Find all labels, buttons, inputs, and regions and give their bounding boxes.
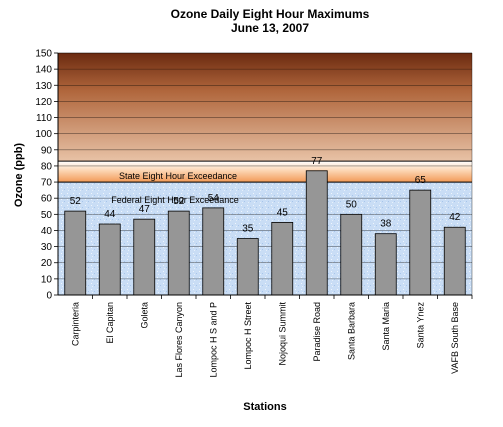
data-label: 44 <box>104 209 116 220</box>
chart-subtitle: June 13, 2007 <box>231 21 309 35</box>
bar <box>202 207 225 296</box>
federal-exceedance-label: Federal Eight Hour Exceedance <box>111 195 239 205</box>
y-tick-label: 40 <box>41 226 53 237</box>
data-label: 42 <box>449 212 461 223</box>
bar <box>374 233 397 296</box>
bar <box>271 221 294 296</box>
y-tick-label: 140 <box>35 65 52 76</box>
data-label: 45 <box>277 207 289 218</box>
bar <box>64 210 87 296</box>
y-tick-label: 130 <box>35 81 52 92</box>
data-label: 77 <box>311 156 323 167</box>
data-label: 52 <box>70 196 82 207</box>
category-label: Las Flores Canyon <box>174 302 184 378</box>
data-label: 52 <box>173 196 185 207</box>
y-tick-label: 20 <box>41 258 53 269</box>
bar <box>236 238 259 296</box>
data-label: 50 <box>346 199 358 210</box>
x-axis-label: Stations <box>243 401 286 413</box>
bar <box>443 226 466 296</box>
data-label: 47 <box>139 204 151 215</box>
data-label: 65 <box>415 175 427 186</box>
y-tick-label: 100 <box>35 129 52 140</box>
y-axis-label: Ozone (ppb) <box>13 143 25 207</box>
data-label: 38 <box>380 219 392 230</box>
y-tick-label: 50 <box>41 210 53 221</box>
y-tick-label: 60 <box>41 194 53 205</box>
y-tick-label: 80 <box>41 161 53 172</box>
bar <box>305 170 328 296</box>
category-label: Santa Maria <box>381 302 391 351</box>
y-tick-label: 0 <box>46 291 52 302</box>
category-label: Santa Barbara <box>346 302 356 360</box>
bar <box>409 189 432 296</box>
y-tick-label: 30 <box>41 242 53 253</box>
category-label: Lompoc H Street <box>243 302 253 370</box>
data-label: 54 <box>208 193 220 204</box>
y-tick-label: 70 <box>41 178 53 189</box>
federal-exceedance-band <box>58 53 472 162</box>
category-label: VAFB South Base <box>450 302 460 374</box>
chart-title: Ozone Daily Eight Hour Maximums <box>171 7 370 21</box>
bar <box>98 223 121 296</box>
bar <box>167 210 190 296</box>
below-threshold-fill <box>58 182 472 295</box>
data-label: 35 <box>242 224 254 235</box>
category-label: El Capitan <box>105 302 115 344</box>
state-exceedance-band <box>58 161 472 183</box>
category-label: Paradise Road <box>312 302 322 362</box>
y-tick-label: 10 <box>41 274 53 285</box>
category-label: Carpinteria <box>70 302 80 346</box>
category-label: Nojoqui Summit <box>277 302 287 366</box>
category-label: Santa Ynez <box>415 302 425 349</box>
y-tick-label: 150 <box>35 49 52 60</box>
y-tick-label: 120 <box>35 97 52 108</box>
y-tick-label: 110 <box>36 113 52 124</box>
bar <box>340 213 363 296</box>
y-tick-label: 90 <box>41 145 53 156</box>
bar <box>133 218 156 296</box>
category-label: Goleta <box>139 302 149 329</box>
state-exceedance-label: State Eight Hour Exceedance <box>119 171 237 181</box>
category-label: Lompoc H S and P <box>208 302 218 378</box>
